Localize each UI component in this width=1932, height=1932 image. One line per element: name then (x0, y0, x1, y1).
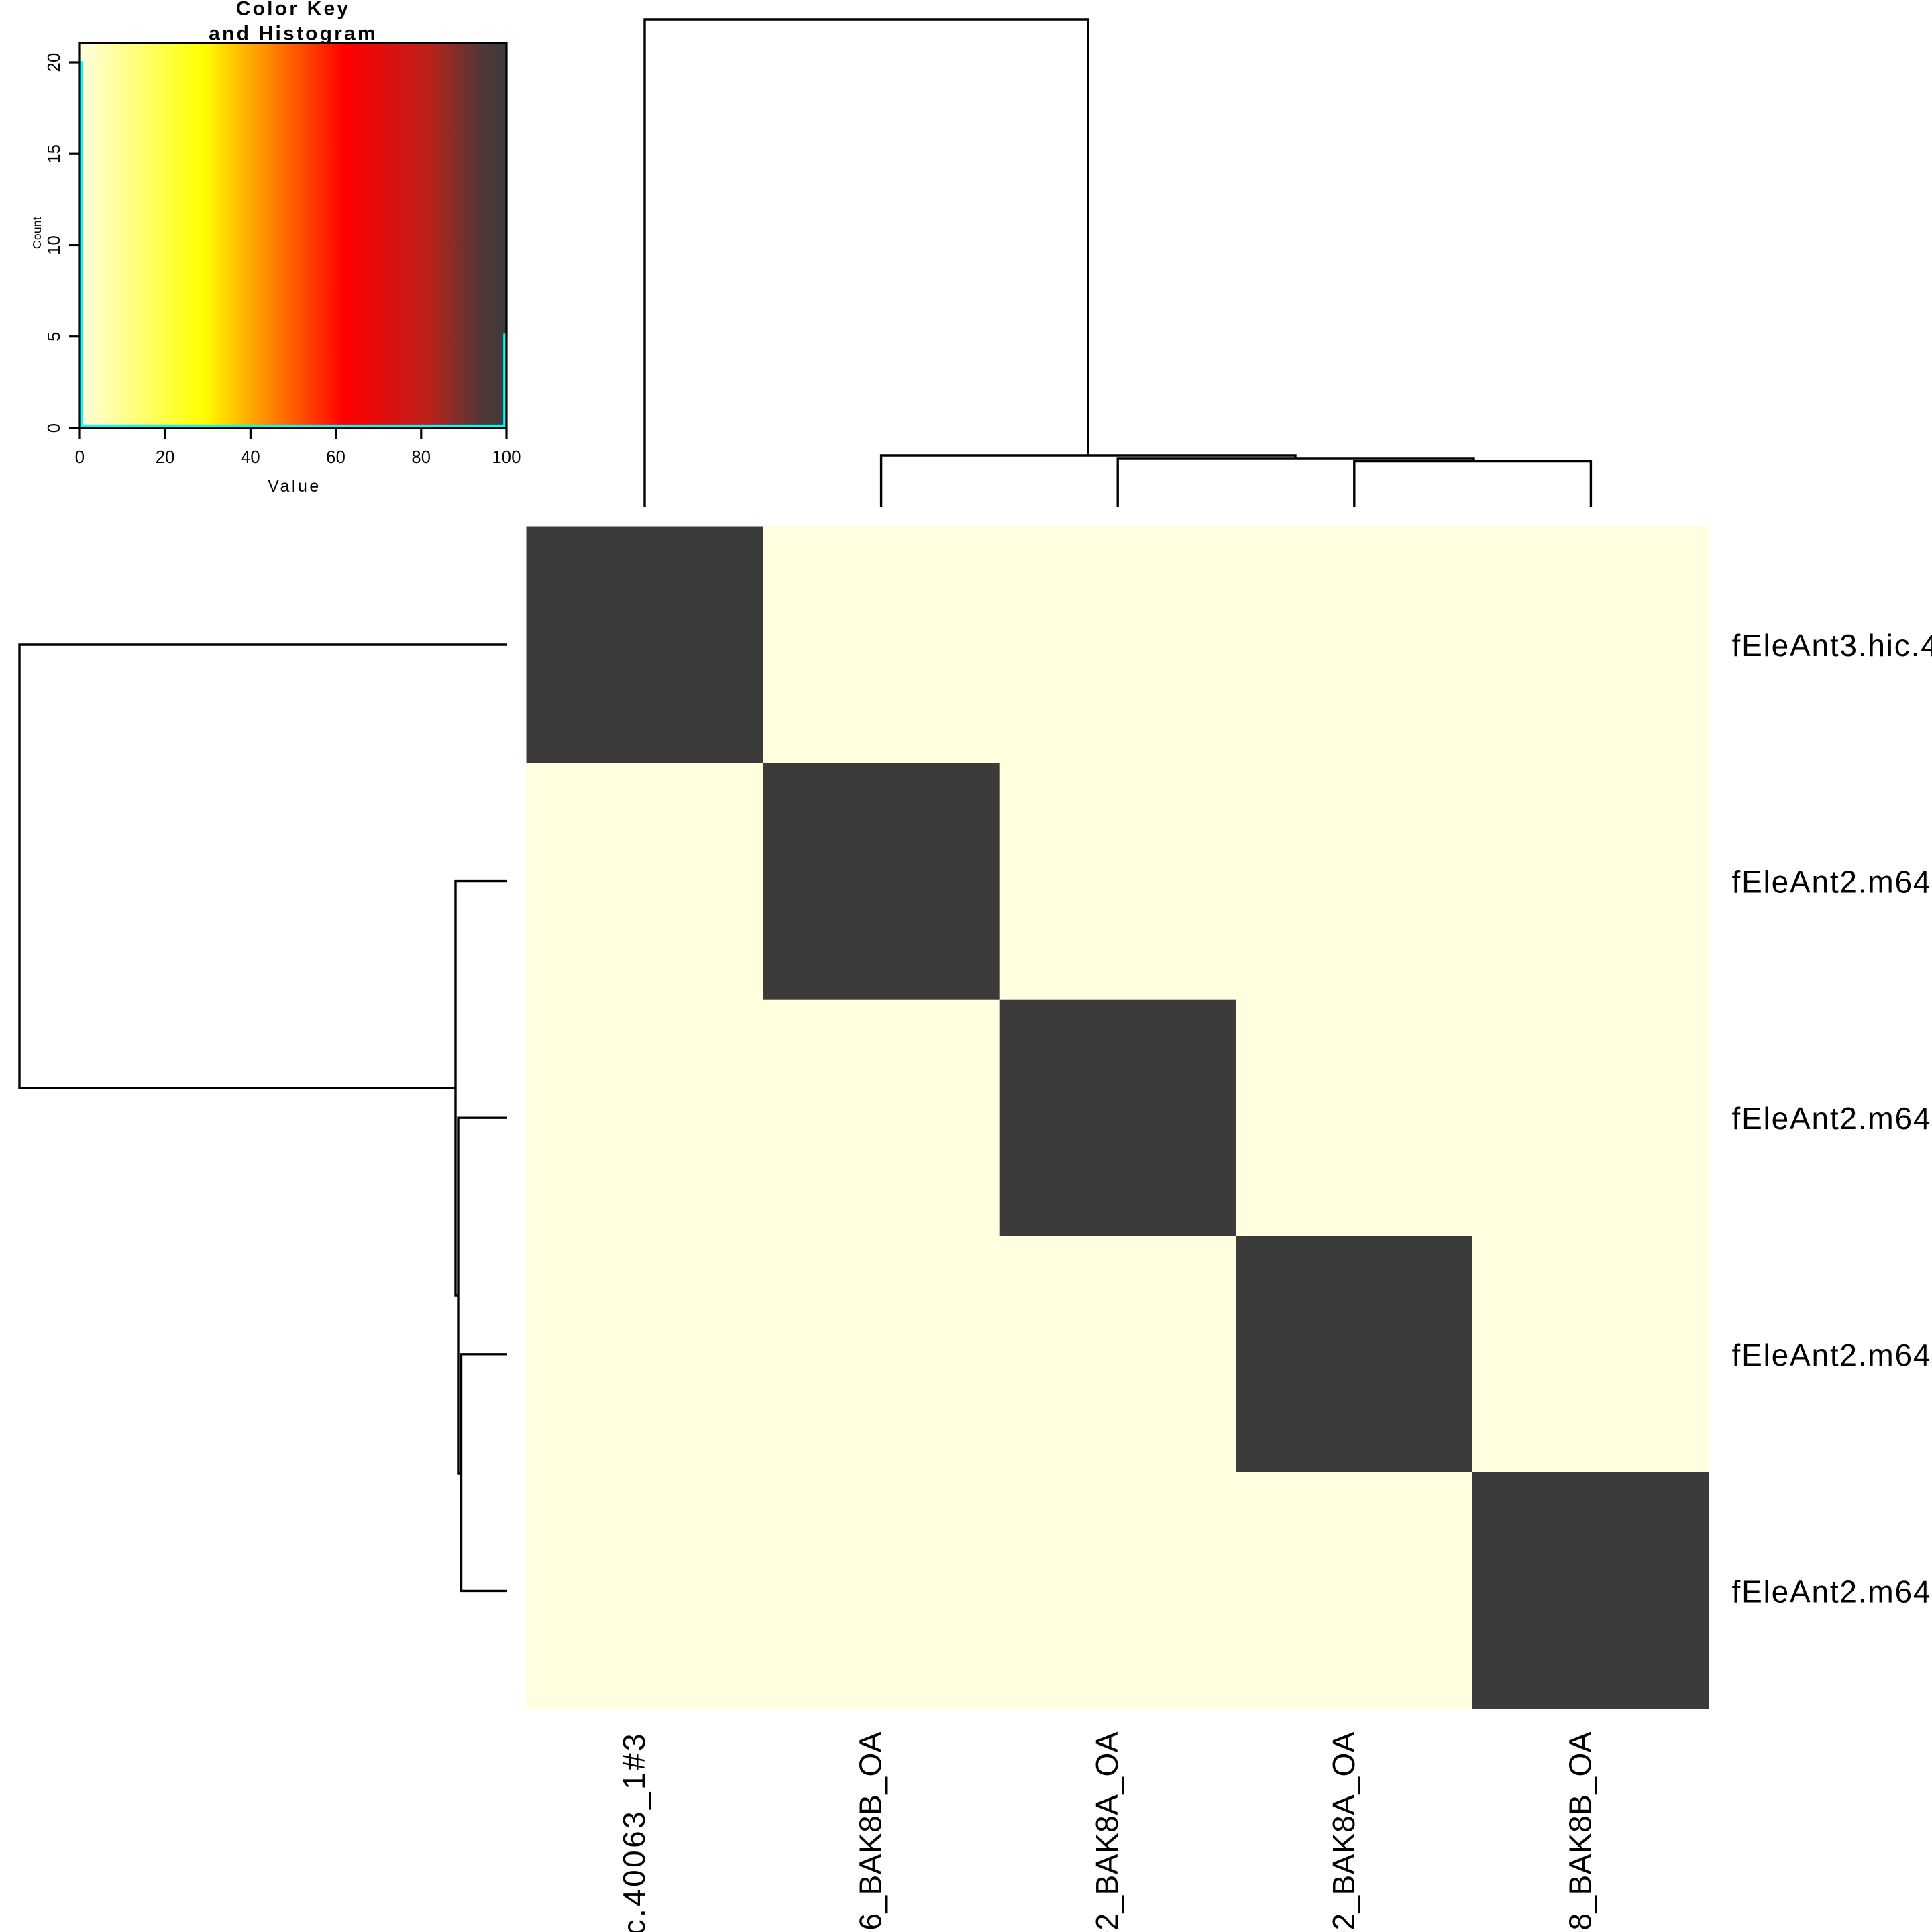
svg-text:Count: Count (30, 217, 44, 249)
svg-text:0: 0 (45, 423, 64, 433)
svg-text:20: 20 (45, 53, 64, 72)
svg-text:fEleAnt2.m64022_190802_BAK8A_O: fEleAnt2.m64022_190802_BAK8A_OA (1732, 1338, 1932, 1373)
svg-text:100: 100 (492, 448, 521, 467)
svg-text:40: 40 (241, 448, 260, 467)
svg-text:Color Key: Color Key (236, 0, 351, 20)
svg-text:fEleAnt2.m64016_190806_BAK8B_O: fEleAnt2.m64016_190806_BAK8B_OA (1732, 865, 1932, 900)
svg-text:fEleAnt3.hic.40063_1#3: fEleAnt3.hic.40063_1#3 (1732, 628, 1932, 663)
svg-text:80: 80 (411, 448, 431, 467)
svg-text:fEleAnt2.m64016_190802_BAK8A_O: fEleAnt2.m64016_190802_BAK8A_OA (1089, 1731, 1124, 1932)
svg-text:fEleAnt2.m64016_190808_BAK8B_O: fEleAnt2.m64016_190808_BAK8B_OA (1562, 1731, 1597, 1932)
svg-text:10: 10 (45, 235, 64, 255)
svg-text:fEleAnt2.m64016_190802_BAK8A_O: fEleAnt2.m64016_190802_BAK8A_OA (1732, 1101, 1932, 1136)
svg-text:Value: Value (268, 477, 321, 496)
svg-text:fEleAnt3.hic.40063_1#3: fEleAnt3.hic.40063_1#3 (616, 1731, 651, 1932)
svg-text:5: 5 (45, 331, 64, 341)
svg-text:fEleAnt2.m64022_190802_BAK8A_O: fEleAnt2.m64022_190802_BAK8A_OA (1326, 1731, 1361, 1932)
svg-text:20: 20 (156, 448, 175, 467)
svg-text:15: 15 (45, 144, 64, 164)
svg-text:and Histogram: and Histogram (209, 23, 378, 45)
svg-text:fEleAnt2.m64016_190808_BAK8B_O: fEleAnt2.m64016_190808_BAK8B_OA (1732, 1574, 1932, 1609)
svg-text:60: 60 (326, 448, 345, 467)
svg-text:fEleAnt2.m64016_190806_BAK8B_O: fEleAnt2.m64016_190806_BAK8B_OA (853, 1731, 888, 1932)
svg-text:0: 0 (75, 448, 85, 467)
